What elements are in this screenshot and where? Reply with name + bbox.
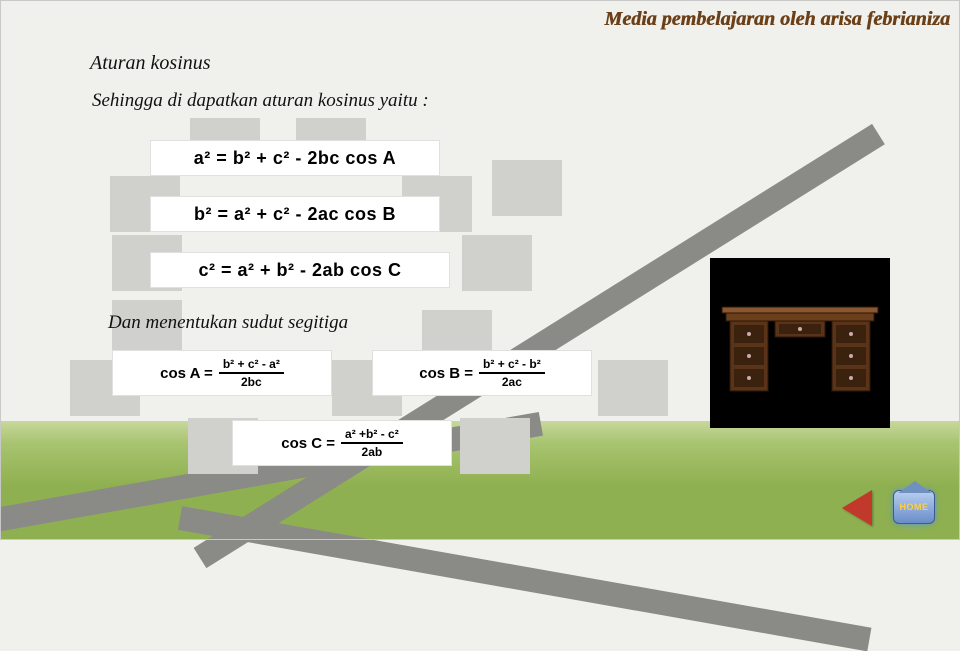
image-placeholder: [462, 235, 532, 291]
formula-cos-c: cos C = a² +b² - c² 2ab: [232, 420, 452, 466]
desk-image: [710, 258, 890, 428]
fraction: a² +b² - c² 2ab: [341, 428, 403, 458]
image-placeholder: [460, 418, 530, 474]
fraction: b² + c² - b² 2ac: [479, 358, 545, 388]
formula-cos-a: cos A = b² + c² - a² 2bc: [112, 350, 332, 396]
formula-a: a² = b² + c² - 2bc cos A: [150, 140, 440, 176]
nav-home-button[interactable]: HOME: [886, 482, 942, 532]
subtitle-1: Sehingga di dapatkan aturan kosinus yait…: [92, 90, 429, 112]
image-placeholder: [598, 360, 668, 416]
header-credit: Media pembelajaran oleh arisa febrianiza: [604, 8, 950, 31]
subtitle-2: Dan menentukan sudut segitiga: [108, 312, 348, 334]
page-title: Aturan kosinus: [90, 52, 211, 75]
desk-icon: [720, 283, 880, 403]
nav-back-button[interactable]: [842, 490, 872, 526]
fraction: b² + c² - a² 2bc: [219, 358, 284, 388]
formula-cos-b: cos B = b² + c² - b² 2ac: [372, 350, 592, 396]
lhs: cos B =: [419, 365, 473, 382]
lhs: cos C =: [281, 435, 335, 452]
image-placeholder: [492, 160, 562, 216]
bg-road: [178, 506, 872, 651]
lhs: cos A =: [160, 365, 213, 382]
formula-c: c² = a² + b² - 2ab cos C: [150, 252, 450, 288]
formula-b: b² = a² + c² - 2ac cos B: [150, 196, 440, 232]
home-icon: HOME: [893, 490, 935, 524]
